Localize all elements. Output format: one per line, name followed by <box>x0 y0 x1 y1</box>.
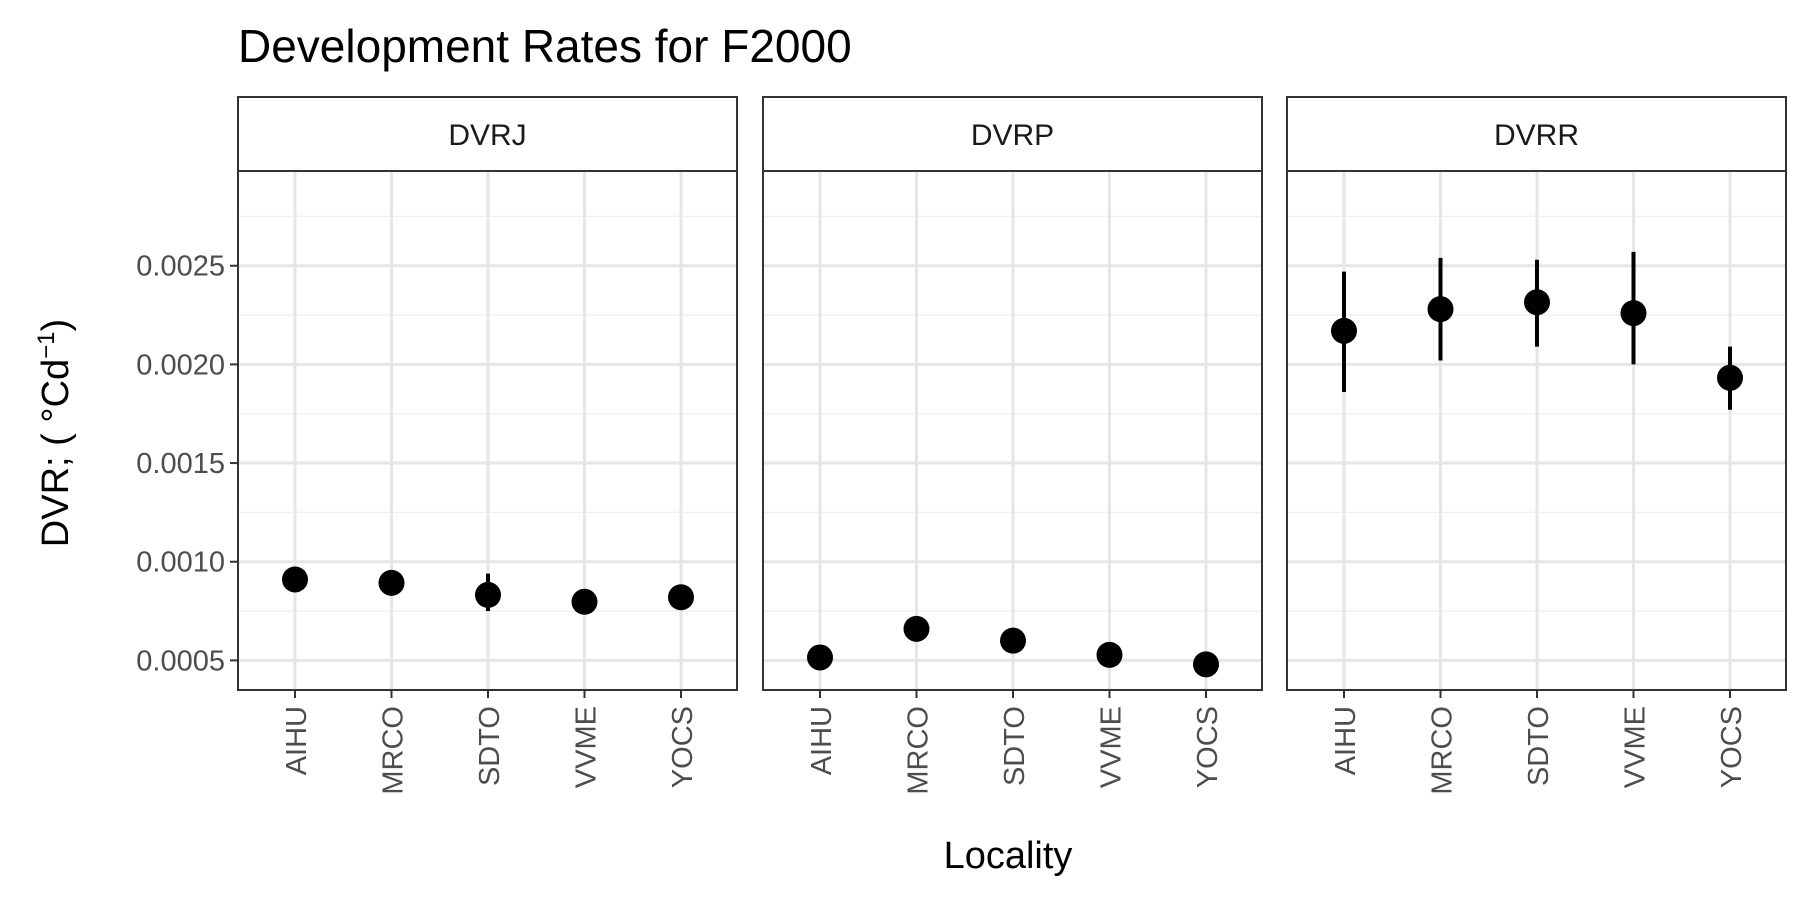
data-point-yocs <box>668 584 694 611</box>
x-tick-label: SDTO <box>1523 706 1555 786</box>
x-tick-label: MRCO <box>378 706 410 795</box>
data-point-aihu <box>282 566 308 593</box>
data-point-vvme <box>571 588 598 615</box>
data-point-aihu <box>1331 317 1357 344</box>
x-tick-label: SDTO <box>999 706 1031 786</box>
data-point-yocs <box>1193 651 1219 678</box>
data-point-yocs <box>1717 364 1743 391</box>
x-tick-label: SDTO <box>474 706 506 786</box>
facet-panels: DVRJ AIHU MRCO SDTO VVME YOCS DVRP AIHU MRCO SDTO… <box>237 96 1787 795</box>
y-axis-title-superscript: −1 <box>33 331 60 358</box>
y-axis: 0.0005 0.0010 0.0015 0.0020 0.0025 <box>136 251 238 677</box>
data-point-sdto <box>1000 627 1026 654</box>
y-tick-label: 0.0025 <box>136 251 225 283</box>
data-point-sdto <box>1524 289 1550 316</box>
y-axis-title-suffix: ) <box>35 319 77 332</box>
data-point-mrco <box>378 569 405 596</box>
data-point-mrco <box>903 615 930 642</box>
x-tick-label: MRCO <box>903 706 935 795</box>
facet-strip-label: DVRR <box>1494 119 1579 152</box>
data-point-aihu <box>807 644 833 671</box>
x-tick-label: AIHU <box>806 706 838 775</box>
y-tick-label: 0.0010 <box>136 547 225 579</box>
data-point-vvme <box>1096 641 1123 668</box>
x-tick-label: YOCS <box>1192 706 1224 788</box>
x-tick-label: VVME <box>1620 706 1652 788</box>
y-tick-label: 0.0015 <box>136 448 225 480</box>
x-axis-title: Locality <box>944 835 1073 877</box>
data-point-sdto <box>475 581 501 608</box>
x-tick-label: YOCS <box>667 706 699 788</box>
facet-strip <box>237 96 738 172</box>
x-tick-label: MRCO <box>1427 706 1459 795</box>
facet-panel-dvrr: DVRR AIHU MRCO SDTO VVME YOCS <box>1286 96 1787 795</box>
facet-strip-label: DVRP <box>971 119 1054 152</box>
y-tick-label: 0.0020 <box>136 349 225 381</box>
data-point-vvme <box>1620 300 1647 327</box>
y-axis-title-prefix: DVR; ( °Cd <box>35 359 77 547</box>
data-point-mrco <box>1427 296 1454 323</box>
x-tick-label: AIHU <box>281 706 313 775</box>
x-tick-label: VVME <box>571 706 603 788</box>
x-tick-label: AIHU <box>1330 706 1362 775</box>
y-tick-label: 0.0005 <box>136 645 225 677</box>
facet-panel-dvrj: DVRJ AIHU MRCO SDTO VVME YOCS <box>237 96 738 795</box>
facet-panel-dvrp: DVRP AIHU MRCO SDTO VVME YOCS <box>762 96 1263 795</box>
x-tick-label: YOCS <box>1716 706 1748 788</box>
y-axis-title: DVR; ( °Cd−1) <box>33 319 77 547</box>
x-tick-label: VVME <box>1096 706 1128 788</box>
facet-strip-label: DVRJ <box>448 119 526 152</box>
chart-title: Development Rates for F2000 <box>238 20 852 72</box>
facet-strip <box>762 96 1263 172</box>
